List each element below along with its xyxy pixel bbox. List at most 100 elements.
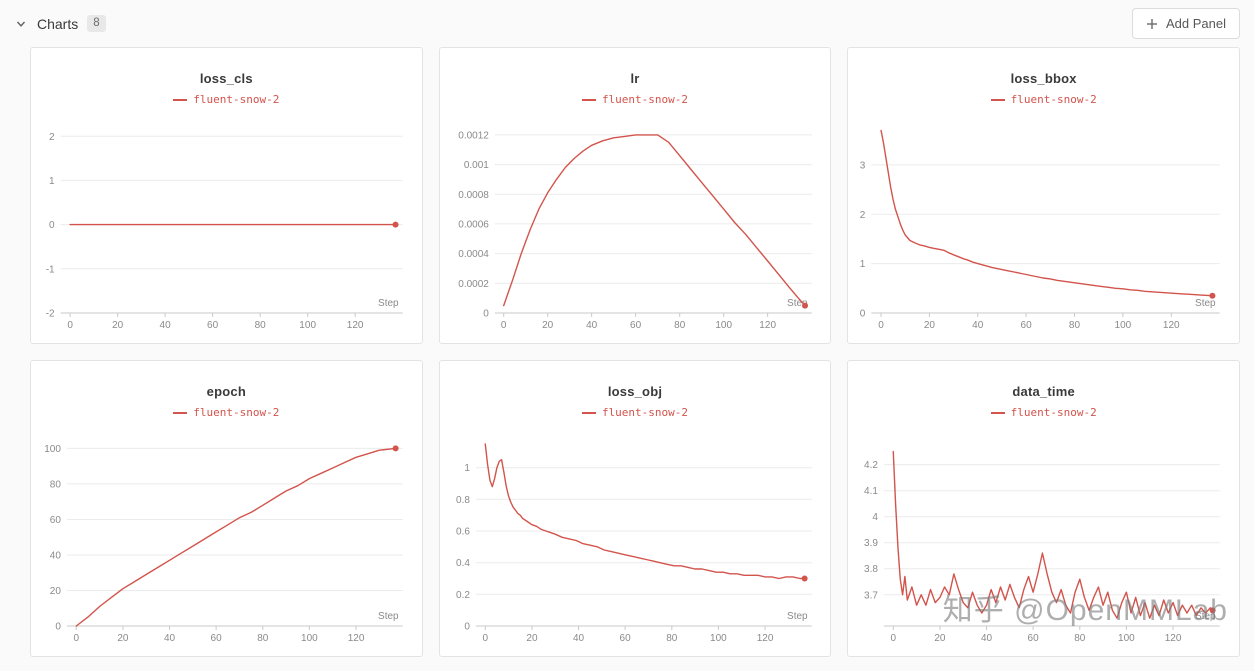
svg-text:60: 60 [1021,320,1033,331]
svg-text:3.8: 3.8 [864,564,878,575]
svg-text:Step: Step [1195,298,1216,309]
chart-panel-loss-cls[interactable]: loss_cls fluent-snow-2 -2 -1 0 1 2 0 20 40 60 80 1… [30,47,423,344]
svg-text:80: 80 [674,320,686,331]
chart-panel-loss-obj[interactable]: loss_obj fluent-snow-2 0 0.2 0.4 0.6 0.8 1 0 20… [438,360,832,657]
svg-text:0.0008: 0.0008 [458,190,489,201]
run-name-label: fluent-snow-2 [1010,406,1097,419]
svg-text:20: 20 [112,320,124,331]
svg-text:1: 1 [860,259,866,270]
svg-text:60: 60 [50,515,62,526]
svg-text:1: 1 [49,176,55,187]
svg-text:120: 120 [1163,320,1180,331]
svg-text:2: 2 [49,132,55,143]
chart-legend: fluent-snow-2 [581,93,688,106]
chart-panel-loss-bbox[interactable]: loss_bbox fluent-snow-2 0 1 2 3 0 20 40 60 80 100… [847,47,1240,344]
svg-text:4.1: 4.1 [864,486,878,497]
svg-text:40: 40 [160,320,172,331]
svg-text:80: 80 [666,633,678,644]
svg-text:4: 4 [873,512,879,523]
chart-legend: fluent-snow-2 [990,93,1097,106]
svg-text:3.9: 3.9 [864,538,878,549]
svg-text:Step: Step [787,298,808,309]
chart-panel-data-time[interactable]: data_time fluent-snow-2 3.7 3.8 3.9 4 4.1 4.2… [847,360,1240,657]
svg-text:40: 40 [573,633,585,644]
svg-text:0.0012: 0.0012 [458,130,489,141]
legend-line-swatch [173,411,188,414]
svg-text:40: 40 [164,633,176,644]
svg-text:120: 120 [759,320,776,331]
svg-text:-1: -1 [46,264,55,275]
svg-text:0: 0 [501,320,507,331]
svg-text:-2: -2 [46,309,55,320]
chart-legend: fluent-snow-2 [173,406,279,419]
charts-section-header: Charts 8 Add Panel [0,0,1254,47]
svg-text:120: 120 [756,633,773,644]
svg-text:0: 0 [860,309,866,320]
svg-text:Step: Step [378,611,399,622]
chart-panel-epoch[interactable]: epoch fluent-snow-2 0 20 40 60 80 100 0 20 40 60 8… [30,360,423,657]
svg-text:0: 0 [879,320,885,331]
svg-text:0.0006: 0.0006 [458,219,489,230]
svg-text:80: 80 [257,633,269,644]
svg-text:60: 60 [619,633,631,644]
svg-text:60: 60 [630,320,642,331]
svg-text:0: 0 [55,622,61,633]
legend-line-swatch [990,98,1005,101]
svg-text:0: 0 [482,633,488,644]
add-panel-label: Add Panel [1166,16,1226,31]
legend-line-swatch [581,98,596,101]
section-header-left: Charts 8 [14,14,106,33]
svg-text:1: 1 [464,463,470,474]
svg-text:Step: Step [1195,611,1216,622]
svg-text:2: 2 [860,210,866,221]
chart-title: epoch [206,384,246,399]
chart-panel-lr[interactable]: lr fluent-snow-2 0 0.0002 0.0004 0.0006 0.00… [438,47,832,344]
svg-text:20: 20 [526,633,538,644]
svg-text:60: 60 [211,633,223,644]
line-chart-loss-bbox[interactable]: 0 1 2 3 0 20 40 60 80 100 120 Step [853,115,1234,341]
chart-count-badge: 8 [87,14,106,33]
svg-text:0: 0 [49,220,55,231]
svg-text:20: 20 [924,320,936,331]
svg-text:40: 40 [50,551,62,562]
svg-text:0.4: 0.4 [456,558,470,569]
line-chart-loss-obj[interactable]: 0 0.2 0.4 0.6 0.8 1 0 20 40 60 80 100 120 Step [445,428,826,654]
line-chart-data-time[interactable]: 3.7 3.8 3.9 4 4.1 4.2 0 20 40 60 80 100 120 Step [853,428,1234,654]
svg-text:60: 60 [207,320,219,331]
svg-text:0: 0 [73,633,79,644]
svg-text:100: 100 [301,633,318,644]
svg-text:20: 20 [935,633,947,644]
section-title: Charts [37,15,79,32]
svg-text:20: 20 [542,320,554,331]
legend-line-swatch [581,411,596,414]
add-panel-button[interactable]: Add Panel [1132,8,1240,39]
svg-text:20: 20 [50,586,62,597]
svg-text:Step: Step [378,298,399,309]
run-name-label: fluent-snow-2 [1010,93,1097,106]
line-chart-epoch[interactable]: 0 20 40 60 80 100 0 20 40 60 80 100 120 Step [36,428,417,654]
svg-text:0: 0 [464,622,470,633]
svg-text:3: 3 [860,160,866,171]
svg-text:0: 0 [483,309,489,320]
svg-text:0.0004: 0.0004 [458,249,489,260]
svg-text:4.2: 4.2 [864,460,878,471]
run-name-label: fluent-snow-2 [193,406,280,419]
legend-line-swatch [173,98,188,101]
panels-grid: loss_cls fluent-snow-2 -2 -1 0 1 2 0 20 40 60 80 1… [0,47,1254,667]
collapse-chevron-icon[interactable] [14,17,28,31]
svg-text:80: 80 [255,320,267,331]
run-name-label: fluent-snow-2 [193,93,280,106]
svg-text:0: 0 [67,320,73,331]
svg-text:0: 0 [891,633,897,644]
svg-text:100: 100 [715,320,732,331]
svg-text:100: 100 [1118,633,1135,644]
chart-title: data_time [1012,384,1075,399]
chart-title: lr [630,71,640,86]
svg-text:3.7: 3.7 [864,590,878,601]
chart-title: loss_bbox [1010,71,1077,86]
svg-text:120: 120 [348,633,365,644]
svg-text:100: 100 [44,444,61,455]
line-chart-lr[interactable]: 0 0.0002 0.0004 0.0006 0.0008 0.001 0.0012 0 20 4… [445,115,826,341]
svg-text:120: 120 [347,320,364,331]
